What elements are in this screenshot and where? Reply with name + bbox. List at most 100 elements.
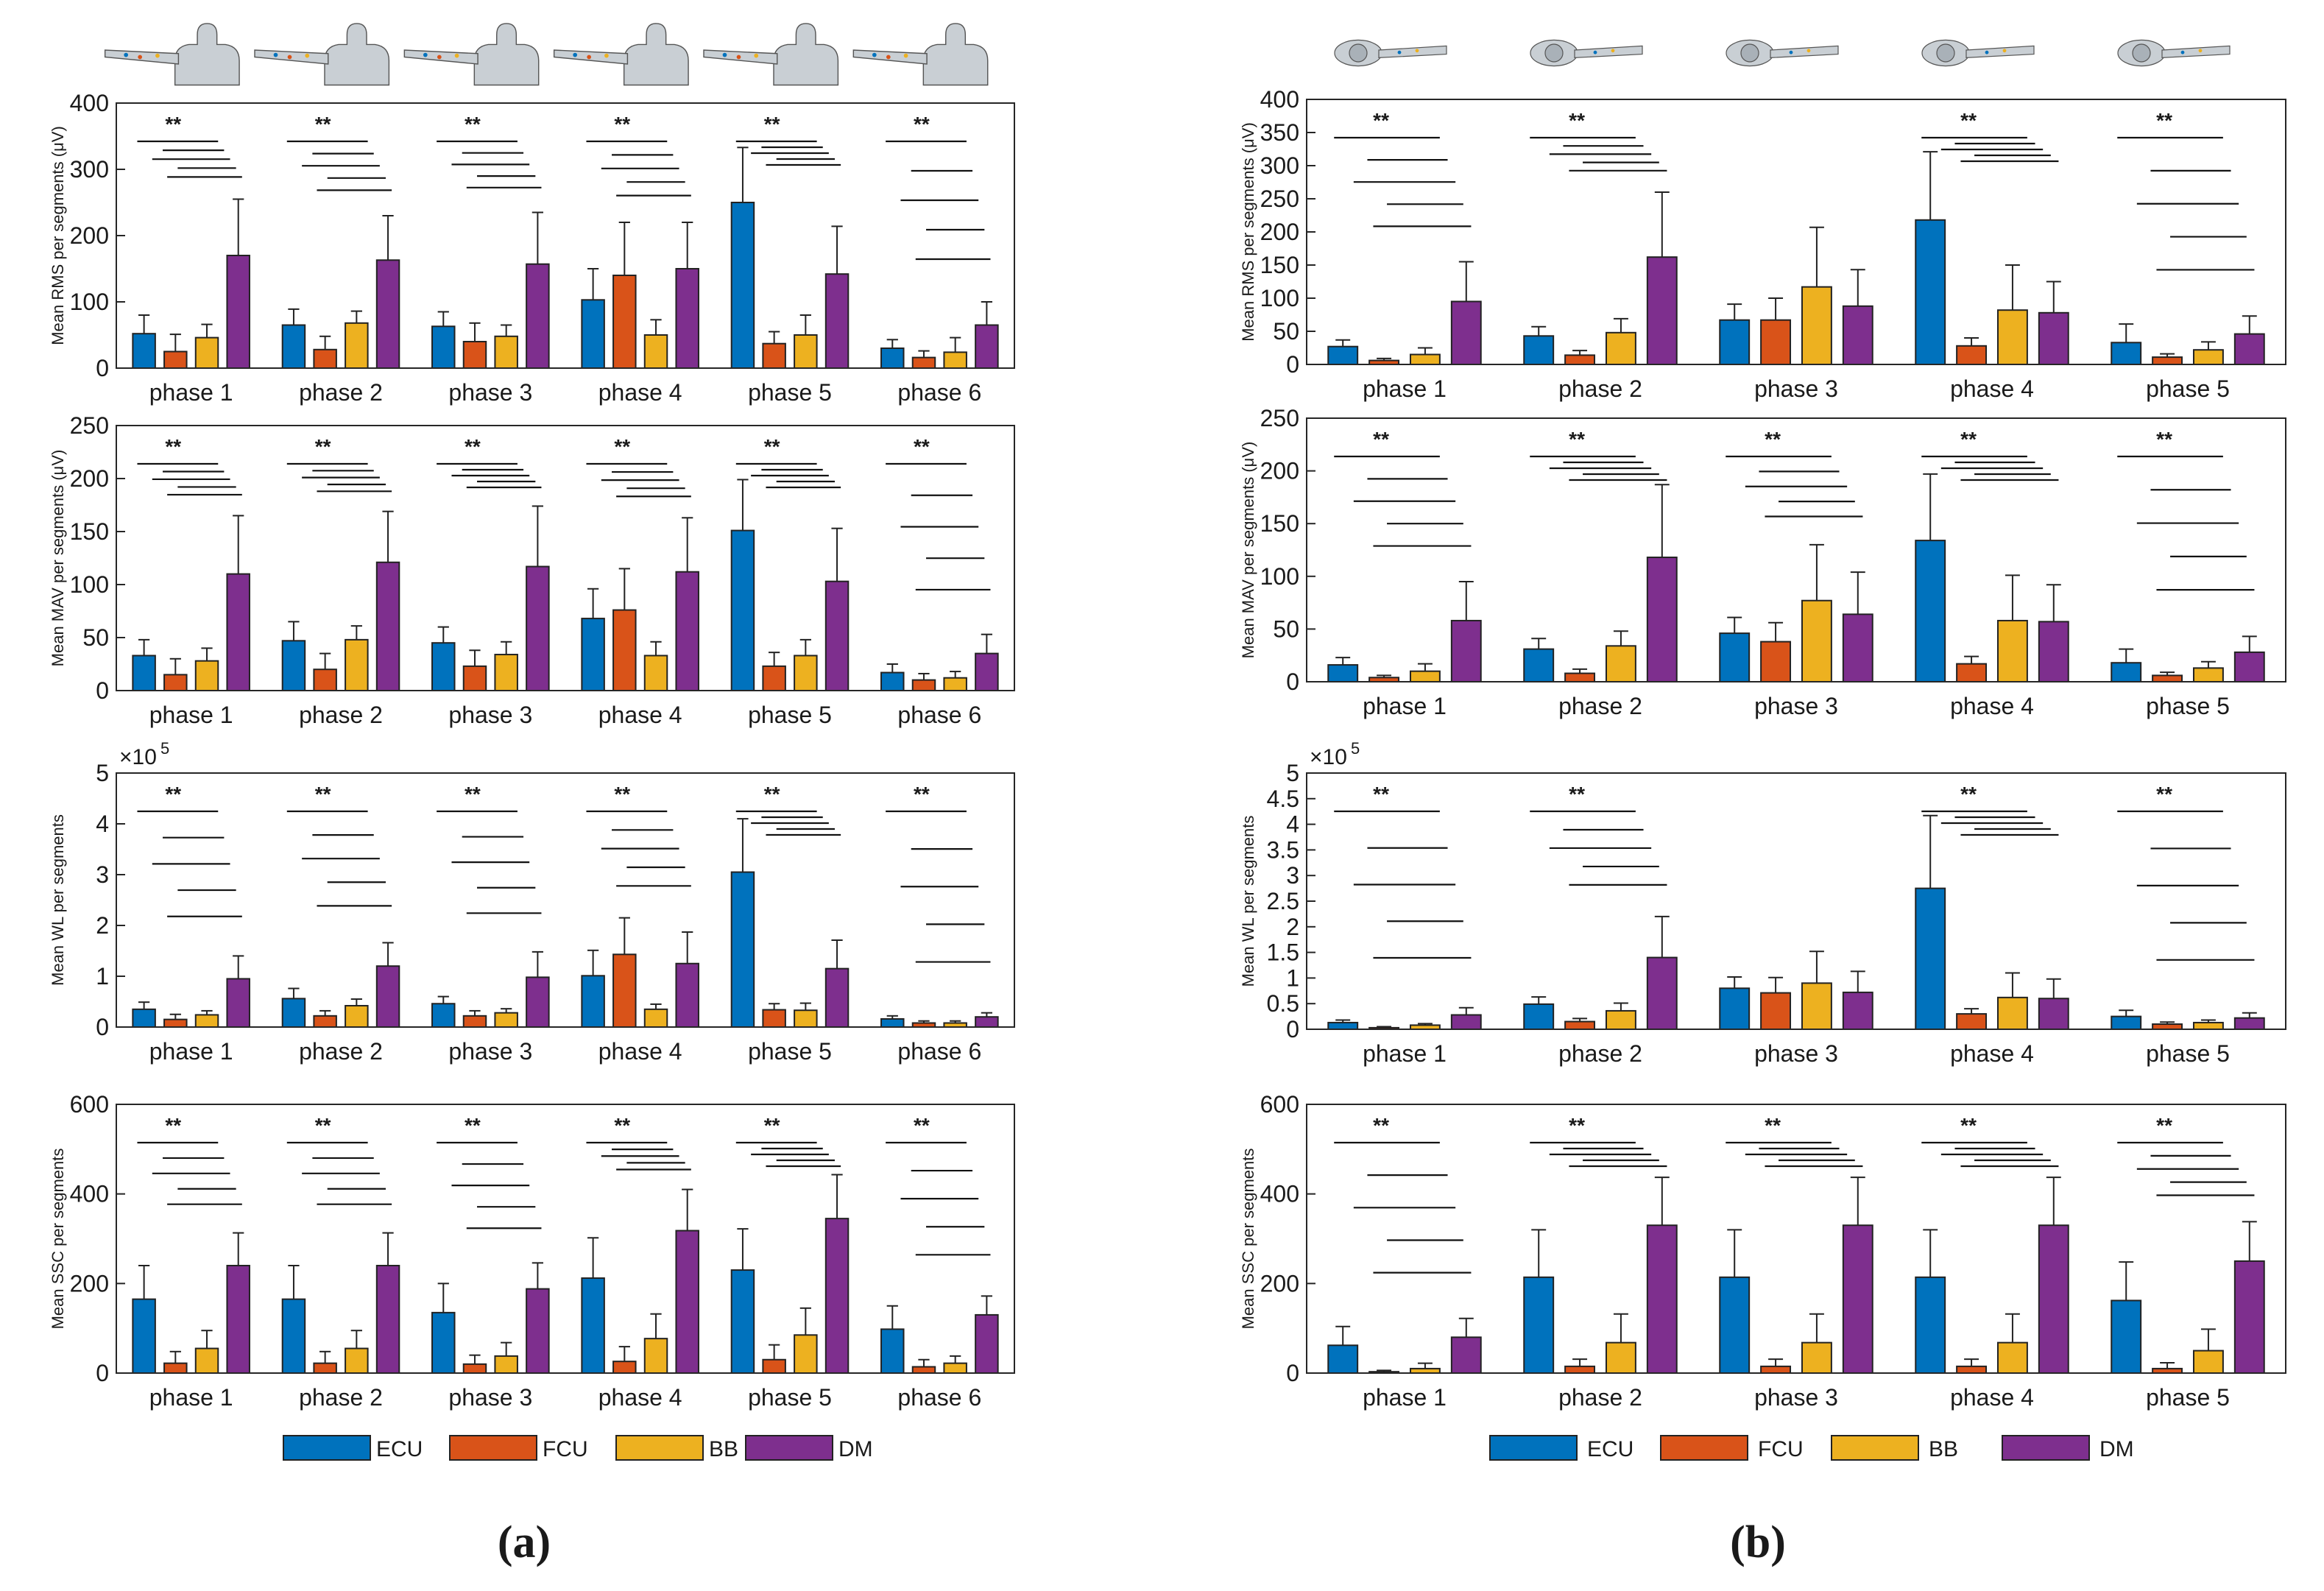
electrode-dot xyxy=(886,54,891,60)
y-axis-label: Mean SSC per segments xyxy=(49,1149,67,1330)
y-tick-label: 5 xyxy=(1286,760,1299,786)
bar-dm xyxy=(675,1230,699,1375)
y-tick-label: 100 xyxy=(70,571,109,598)
axes-frame xyxy=(1306,417,2286,682)
bar-ecu xyxy=(581,618,605,692)
bar-ecu xyxy=(132,1298,156,1374)
bar-ecu xyxy=(730,202,755,369)
significance-mark: ** xyxy=(1960,1114,1977,1137)
bar-ecu xyxy=(431,642,456,692)
electrode-dot xyxy=(587,54,592,60)
category-label: phase 4 xyxy=(598,702,682,728)
bar-fcu xyxy=(163,350,188,369)
bar-dm xyxy=(824,967,850,1029)
bar-ecu xyxy=(2111,662,2142,682)
y-tick-label: 100 xyxy=(1260,285,1299,311)
category-label: phase 3 xyxy=(1754,375,1838,402)
significance-mark: ** xyxy=(165,113,181,135)
category-label: phase 4 xyxy=(598,379,682,406)
electrode-dot xyxy=(604,53,609,58)
posture-icon xyxy=(1726,39,1839,67)
bar-fcu xyxy=(1564,1020,1596,1031)
bar-dm xyxy=(375,259,400,369)
y-tick-label: 150 xyxy=(70,518,109,545)
bar-dm xyxy=(975,324,999,369)
category-label: phase 5 xyxy=(2146,1040,2230,1067)
posture-icon xyxy=(104,23,240,86)
legend-swatch-fcu xyxy=(449,1435,537,1461)
bar-fcu xyxy=(1956,345,1988,365)
bar-dm xyxy=(526,565,550,692)
bar-fcu xyxy=(612,275,637,369)
bar-bb xyxy=(494,1012,518,1029)
bar-fcu xyxy=(1956,1013,1988,1030)
category-label: phase 3 xyxy=(1754,1384,1838,1411)
bar-dm xyxy=(375,965,400,1028)
y-tick-label: 400 xyxy=(1260,1181,1299,1207)
bar-bb xyxy=(1996,996,2028,1031)
bar-ecu xyxy=(281,640,306,692)
bar-dm xyxy=(1450,1336,1482,1375)
bar-fcu xyxy=(2152,356,2183,366)
significance-mark: ** xyxy=(465,783,481,805)
bar-dm xyxy=(675,962,699,1028)
category-label: phase 1 xyxy=(149,379,233,406)
significance-mark: ** xyxy=(1373,783,1389,805)
electrode-dot xyxy=(872,52,877,57)
y-tick-label: 0 xyxy=(96,355,109,381)
bar-fcu xyxy=(762,665,786,692)
significance-mark: ** xyxy=(1765,1114,1781,1137)
y-tick-label: 0.5 xyxy=(1267,990,1299,1017)
category-label: phase 6 xyxy=(897,702,981,728)
category-label: phase 1 xyxy=(149,1038,233,1065)
y-tick-label: 400 xyxy=(70,1181,109,1207)
category-label: phase 1 xyxy=(1363,693,1447,719)
y-tick-label: 250 xyxy=(70,412,109,439)
chart-b-ssc: 0 200 400 600 Mean SSC per segments phase 1 **… xyxy=(1239,1091,2286,1411)
category-label: phase 6 xyxy=(897,1038,981,1065)
bar-fcu xyxy=(2152,1023,2183,1031)
electrode-dot xyxy=(1397,50,1402,54)
bar-ecu xyxy=(880,671,905,692)
bar-fcu xyxy=(462,665,487,692)
bar-dm xyxy=(975,652,999,691)
bar-dm xyxy=(526,976,550,1029)
y-tick-label: 1 xyxy=(96,963,109,989)
bar-bb xyxy=(1605,331,1636,365)
bar-bb xyxy=(1605,1009,1636,1030)
y-tick-label: 1.5 xyxy=(1267,939,1299,966)
electrode-dot xyxy=(155,53,160,58)
chart-a-ssc: 0 200 400 600 Mean SSC per segments phase 1 **… xyxy=(49,1091,1015,1411)
bar-bb xyxy=(2192,349,2224,366)
significance-mark: ** xyxy=(914,435,930,458)
bar-ecu xyxy=(581,975,605,1029)
significance-mark: ** xyxy=(1373,428,1389,451)
bar-bb xyxy=(1409,670,1441,682)
y-tick-label: 0 xyxy=(1286,351,1299,378)
electrode-dot xyxy=(423,52,428,57)
bar-bb xyxy=(643,655,668,691)
bar-fcu xyxy=(762,342,786,370)
bar-ecu xyxy=(880,1328,905,1374)
bar-bb xyxy=(194,1347,219,1374)
category-label: phase 1 xyxy=(1363,375,1447,402)
bar-bb xyxy=(1996,1341,2028,1374)
y-tick-label: 600 xyxy=(70,1091,109,1118)
axes-frame xyxy=(1306,772,2286,1030)
bar-dm xyxy=(226,255,250,369)
bar-bb xyxy=(794,1009,818,1028)
bar-ecu xyxy=(1915,540,1946,682)
y-tick-label: 200 xyxy=(70,1270,109,1297)
category-label: phase 6 xyxy=(897,1384,981,1411)
category-label: phase 3 xyxy=(448,379,532,406)
bar-ecu xyxy=(1719,1276,1751,1374)
bar-bb xyxy=(345,322,369,369)
bar-dm xyxy=(975,1313,999,1374)
bar-bb xyxy=(794,334,818,369)
significance-mark: ** xyxy=(1765,428,1781,451)
bar-dm xyxy=(1842,613,1873,682)
bar-dm xyxy=(675,268,699,369)
torso-shape xyxy=(623,23,689,86)
arm-shape xyxy=(1378,45,1447,59)
